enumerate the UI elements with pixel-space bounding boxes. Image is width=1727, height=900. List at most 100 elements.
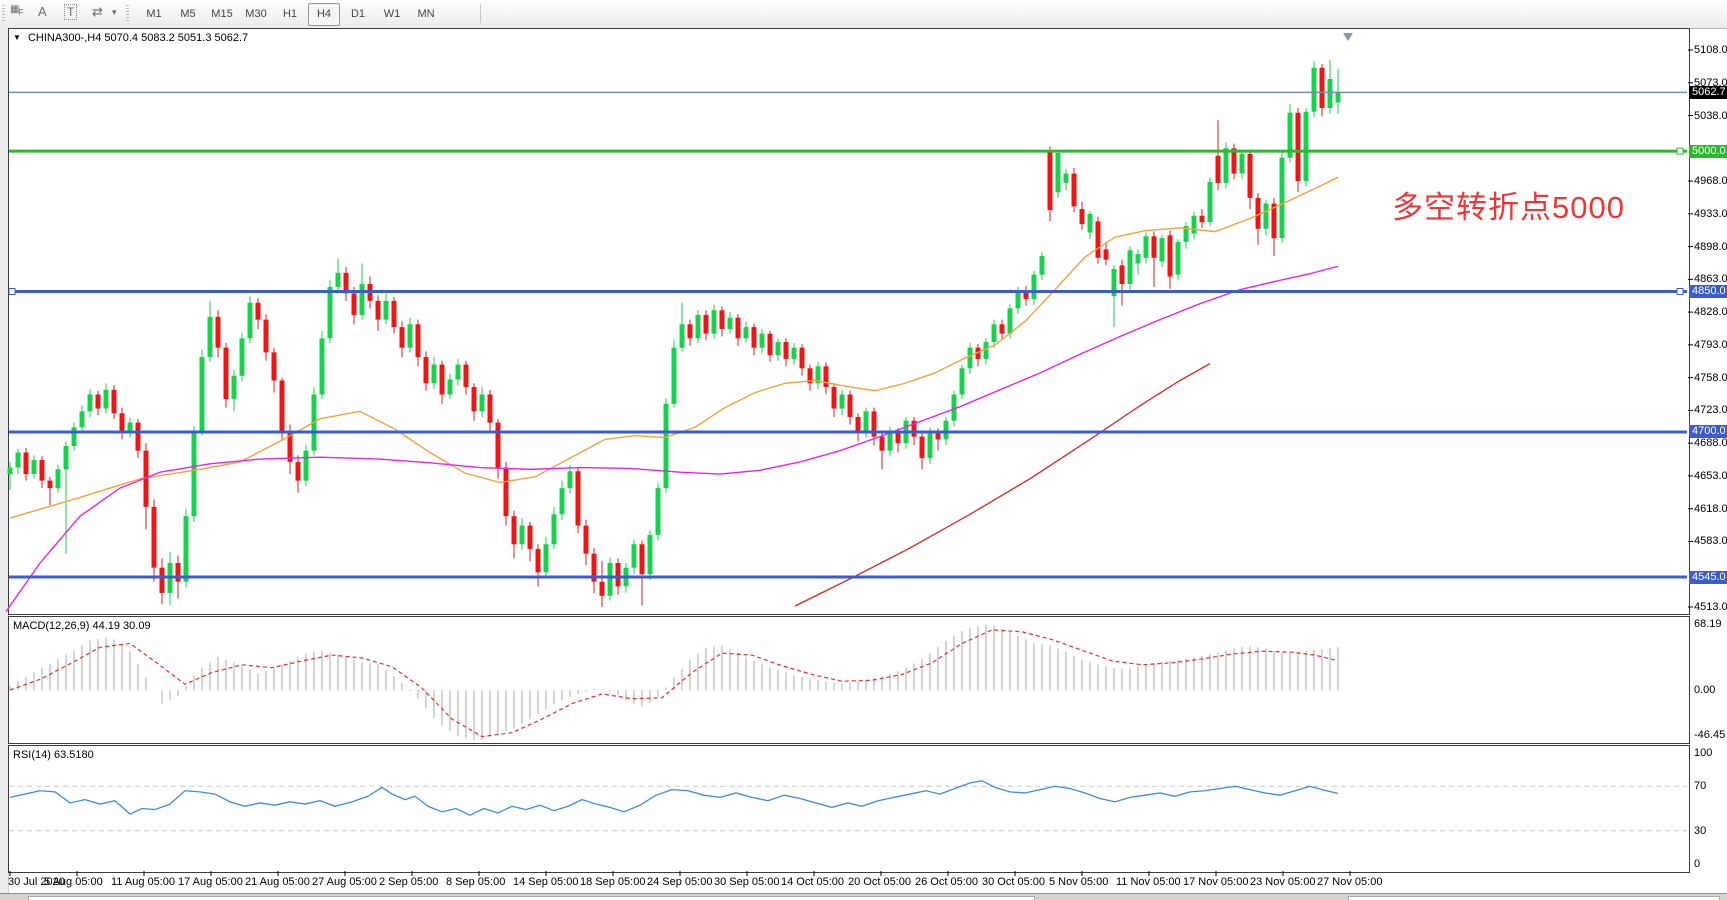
candle-body (887, 431, 893, 451)
chart-text-annotation[interactable]: 多空转折点5000 (1392, 190, 1625, 225)
candle-body (847, 394, 853, 417)
candle-body (1031, 274, 1037, 300)
candle-body (911, 420, 917, 437)
candle-body (791, 347, 797, 359)
candle-body (735, 317, 741, 339)
symbol-dropdown-icon[interactable]: ▼ (13, 33, 21, 42)
rsi-pane[interactable] (8, 745, 1690, 873)
candle-body (127, 422, 133, 432)
candle-body (687, 324, 693, 339)
price-axis-label: 4583.0 (1694, 535, 1727, 548)
hline-price-badge: 4700.0 (1689, 425, 1727, 439)
candle-body (95, 394, 101, 409)
timeframe-button-m30[interactable]: M30 (245, 8, 267, 20)
hline-handle[interactable] (1676, 147, 1684, 155)
candle-body (87, 394, 93, 412)
candle-body (71, 427, 77, 446)
candle-body (559, 488, 565, 515)
candle-body (663, 403, 669, 489)
date-axis-label: 8 Sep 05:00 (446, 876, 506, 888)
candle-body (1319, 67, 1325, 109)
candle-body (1055, 152, 1061, 193)
candle-body (79, 411, 85, 428)
timeframe-button-h1[interactable]: H1 (282, 8, 298, 20)
candle-body (807, 368, 813, 384)
candle-body (615, 562, 621, 587)
timeframe-button-mn[interactable]: MN (417, 8, 435, 20)
candle-body (39, 460, 45, 481)
candle-body (1231, 148, 1237, 174)
price-axis-label: 4723.0 (1694, 404, 1727, 417)
candle-body (191, 431, 197, 517)
price-axis-label: 4863.0 (1694, 273, 1727, 286)
candle-body (399, 327, 405, 348)
timeframe-button-m5[interactable]: M5 (180, 8, 196, 20)
text-box-icon[interactable]: T (64, 4, 78, 20)
price-axis-label: 4898.0 (1694, 240, 1727, 253)
date-axis-label: 5 Aug 05:00 (44, 876, 103, 888)
chart-shift-marker-icon[interactable] (1343, 33, 1353, 41)
candle-body (103, 389, 109, 409)
timeframe-button-m15[interactable]: M15 (211, 8, 233, 20)
candle-body (335, 272, 341, 287)
candle-body (1271, 203, 1277, 239)
timeframe-button-d1[interactable]: D1 (350, 8, 366, 20)
toolbar-separator (480, 4, 481, 23)
toolbar-grip[interactable] (2, 5, 5, 22)
date-axis-label: 14 Sep 05:00 (513, 876, 579, 888)
hline-handle[interactable] (8, 288, 16, 296)
candle-body (895, 431, 901, 444)
candle-body (15, 452, 21, 468)
candle-body (1183, 225, 1189, 242)
date-axis-label: 27 Aug 05:00 (312, 876, 377, 888)
candle-body (303, 450, 309, 481)
candle-body (287, 431, 293, 462)
candle-body (719, 310, 725, 329)
candle-body (1279, 157, 1285, 239)
candle-body (679, 324, 685, 348)
candle-body (1199, 215, 1205, 223)
candle-body (599, 581, 605, 596)
candle-body (1175, 241, 1181, 275)
candle-body (1119, 265, 1125, 285)
candle-body (647, 534, 653, 575)
bottom-panel-box (1348, 896, 1720, 900)
candle-body (1143, 236, 1149, 258)
dropdown-caret-icon[interactable]: ▾ (112, 7, 117, 17)
date-axis-label: 14 Oct 05:00 (781, 876, 844, 888)
grid-f-icon[interactable]: ▦F (10, 4, 23, 17)
timeframe-button-h4[interactable]: H4 (308, 3, 340, 26)
price-axis-label: 4653.0 (1694, 469, 1727, 482)
timeframe-button-m1[interactable]: M1 (146, 8, 162, 20)
candle-body (1111, 269, 1117, 297)
candle-body (487, 394, 493, 423)
symbol-name: CHINA300-,H4 (27, 32, 102, 44)
letter-a-icon[interactable]: A (38, 4, 47, 19)
cycle-arrows-icon[interactable]: ⇄ (92, 4, 103, 19)
candle-body (583, 525, 589, 554)
candle-body (823, 366, 829, 388)
candle-body (551, 514, 557, 545)
candle-body (175, 562, 181, 582)
candle-body (1223, 148, 1229, 183)
ma-fast-orange-line (9, 176, 1339, 519)
candle-body (1135, 254, 1141, 264)
candle-body (535, 548, 541, 573)
timeframe-button-w1[interactable]: W1 (383, 8, 401, 20)
candle-body (863, 411, 869, 432)
candle-body (991, 324, 997, 343)
date-axis-label: 23 Nov 05:00 (1250, 876, 1316, 888)
candle-body (1087, 213, 1093, 233)
candle-body (759, 333, 765, 348)
price-axis-label: 5073.0 (1694, 76, 1727, 89)
candle-body (343, 272, 349, 294)
candle-body (695, 314, 701, 339)
candle-body (1239, 153, 1245, 174)
macd-pane[interactable] (8, 616, 1690, 744)
candle-body (927, 431, 933, 459)
candle-body (503, 467, 509, 517)
candle-body (143, 450, 149, 507)
hline-handle[interactable] (1676, 288, 1684, 296)
main-chart-pane[interactable] (8, 28, 1690, 615)
